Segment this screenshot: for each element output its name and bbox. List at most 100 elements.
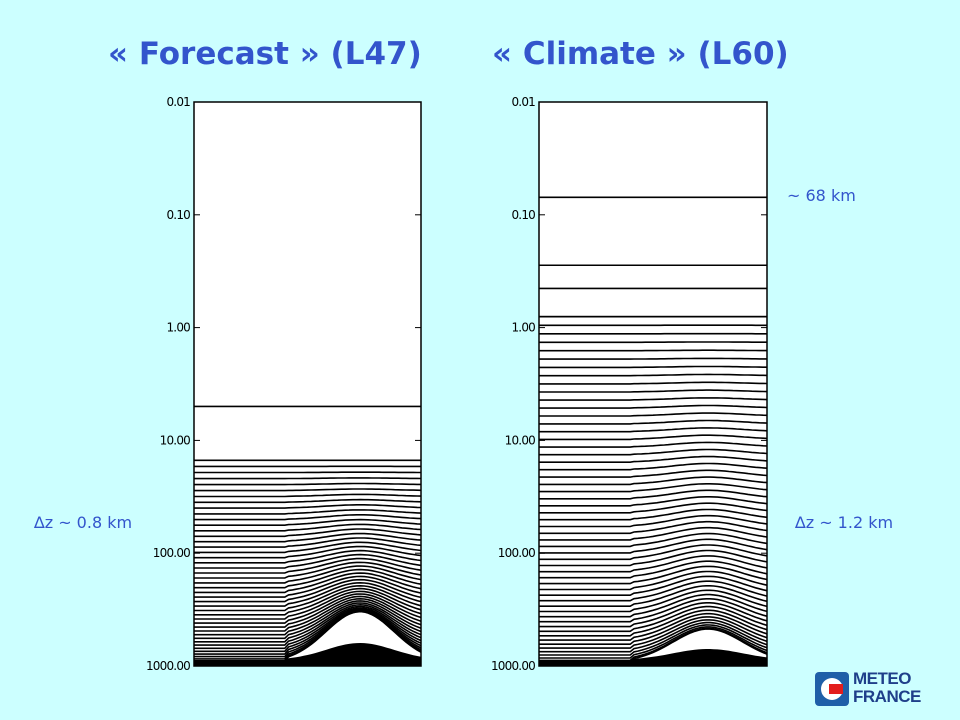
forecast-title: « Forecast » (L47) bbox=[108, 36, 422, 72]
climate-model-level bbox=[539, 560, 768, 579]
forecast-model-level bbox=[194, 488, 422, 492]
forecast-model-level bbox=[194, 602, 422, 640]
climate-model-level bbox=[539, 544, 768, 561]
forecast-model-level bbox=[194, 593, 422, 624]
climate-model-level bbox=[539, 412, 768, 417]
climate-surface bbox=[539, 649, 767, 666]
climate-model-level bbox=[539, 593, 768, 618]
climate-tick-label: 100.00 bbox=[498, 546, 535, 560]
forecast-model-level bbox=[194, 608, 422, 653]
climate-model-level bbox=[539, 397, 768, 401]
logo-line-1: METEO bbox=[853, 669, 911, 688]
climate-model-level bbox=[539, 483, 768, 493]
climate-model-level bbox=[539, 589, 768, 613]
forecast-model-level bbox=[194, 600, 422, 636]
forecast-model-level bbox=[194, 493, 422, 498]
climate-model-level bbox=[539, 624, 768, 656]
forecast-model-level bbox=[194, 498, 422, 504]
climate-model-level bbox=[539, 502, 768, 514]
climate-model-level bbox=[539, 508, 768, 521]
forecast-model-level bbox=[194, 532, 422, 543]
climate-model-level bbox=[539, 526, 768, 541]
forecast-model-level bbox=[194, 514, 422, 521]
forecast-model-level bbox=[194, 509, 422, 515]
climate-model-level bbox=[539, 626, 768, 659]
climate-model-level bbox=[539, 609, 768, 637]
climate-model-level bbox=[539, 616, 768, 645]
forecast-tick-label: 1000.00 bbox=[146, 659, 190, 673]
meteo-france-logo-icon bbox=[815, 672, 849, 706]
forecast-model-level bbox=[194, 572, 422, 594]
climate-model-level bbox=[539, 621, 768, 653]
forecast-model-level bbox=[194, 523, 422, 532]
climate-model-level bbox=[539, 538, 768, 554]
climate-model-level bbox=[539, 612, 768, 641]
climate-model-level bbox=[539, 365, 767, 369]
forecast-model-level bbox=[194, 595, 422, 628]
forecast-model-level bbox=[194, 477, 422, 480]
climate-model-level bbox=[539, 575, 768, 596]
climate-model-level bbox=[539, 389, 768, 393]
logo-line-2: FRANCE bbox=[853, 687, 921, 706]
forecast-model-level bbox=[194, 590, 422, 620]
climate-model-level bbox=[539, 496, 768, 507]
climate-model-level bbox=[539, 357, 767, 360]
climate-model-level bbox=[539, 605, 768, 633]
climate-model-level bbox=[539, 565, 768, 585]
forecast-model-level bbox=[194, 557, 422, 574]
forecast-model-level bbox=[194, 549, 422, 564]
climate-tick-label: 0.01 bbox=[511, 95, 535, 109]
forecast-model-level bbox=[194, 553, 422, 569]
climate-model-level bbox=[539, 520, 768, 535]
forecast-model-level bbox=[194, 575, 422, 598]
climate-title: « Climate » (L60) bbox=[492, 36, 789, 72]
climate-model-level bbox=[539, 598, 768, 623]
logo-text: METEO FRANCE bbox=[853, 670, 921, 706]
climate-model-level bbox=[539, 469, 768, 478]
climate-model-level bbox=[539, 602, 768, 628]
climate-model-level bbox=[539, 462, 768, 471]
forecast-tick-label: 0.10 bbox=[166, 208, 190, 222]
climate-tick-label: 10.00 bbox=[505, 433, 536, 447]
forecast-model-level bbox=[194, 518, 422, 526]
climate-model-level bbox=[539, 349, 767, 352]
climate-tick-label: 0.10 bbox=[511, 208, 535, 222]
forecast-model-level bbox=[194, 584, 422, 612]
forecast-tick-label: 0.01 bbox=[166, 95, 190, 109]
climate-model-level bbox=[539, 585, 768, 607]
climate-model-level bbox=[539, 532, 768, 548]
climate-model-level bbox=[539, 476, 768, 486]
forecast-model-level bbox=[194, 541, 422, 554]
climate-model-level bbox=[539, 514, 768, 528]
forecast-tick-label: 100.00 bbox=[153, 546, 190, 560]
dz-annotation-climate: ∆z ~ 1.2 km bbox=[795, 513, 894, 532]
forecast-model-level bbox=[194, 504, 422, 509]
climate-model-level bbox=[539, 441, 768, 448]
dz-annotation-forecast: ∆z ~ 0.8 km bbox=[34, 513, 133, 532]
forecast-model-level bbox=[194, 561, 422, 579]
climate-model-level bbox=[539, 580, 768, 602]
forecast-model-level bbox=[194, 482, 421, 486]
climate-model-level bbox=[539, 570, 768, 591]
forecast-model-level bbox=[194, 568, 422, 589]
forecast-model-level bbox=[194, 581, 422, 607]
climate-model-level bbox=[539, 419, 768, 425]
climate-model-level bbox=[539, 555, 768, 573]
forecast-frame bbox=[193, 101, 422, 667]
climate-model-level bbox=[539, 404, 768, 409]
climate-tick-label: 1.00 bbox=[511, 321, 535, 335]
climate-model-level bbox=[539, 455, 768, 463]
climate-model-level bbox=[539, 549, 768, 567]
climate-model-level bbox=[539, 373, 768, 377]
forecast-surface bbox=[194, 643, 421, 666]
climate-model-level bbox=[539, 619, 768, 649]
model-top-annotation: ~ 68 km bbox=[787, 186, 856, 205]
climate-tick-label: 1000.00 bbox=[491, 659, 535, 673]
forecast-model-level bbox=[194, 565, 422, 584]
climate-model-level bbox=[539, 427, 768, 433]
forecast-model-level bbox=[194, 603, 422, 643]
forecast-model-level bbox=[194, 609, 422, 655]
forecast-model-level bbox=[194, 587, 422, 616]
forecast-model-level bbox=[194, 605, 422, 646]
